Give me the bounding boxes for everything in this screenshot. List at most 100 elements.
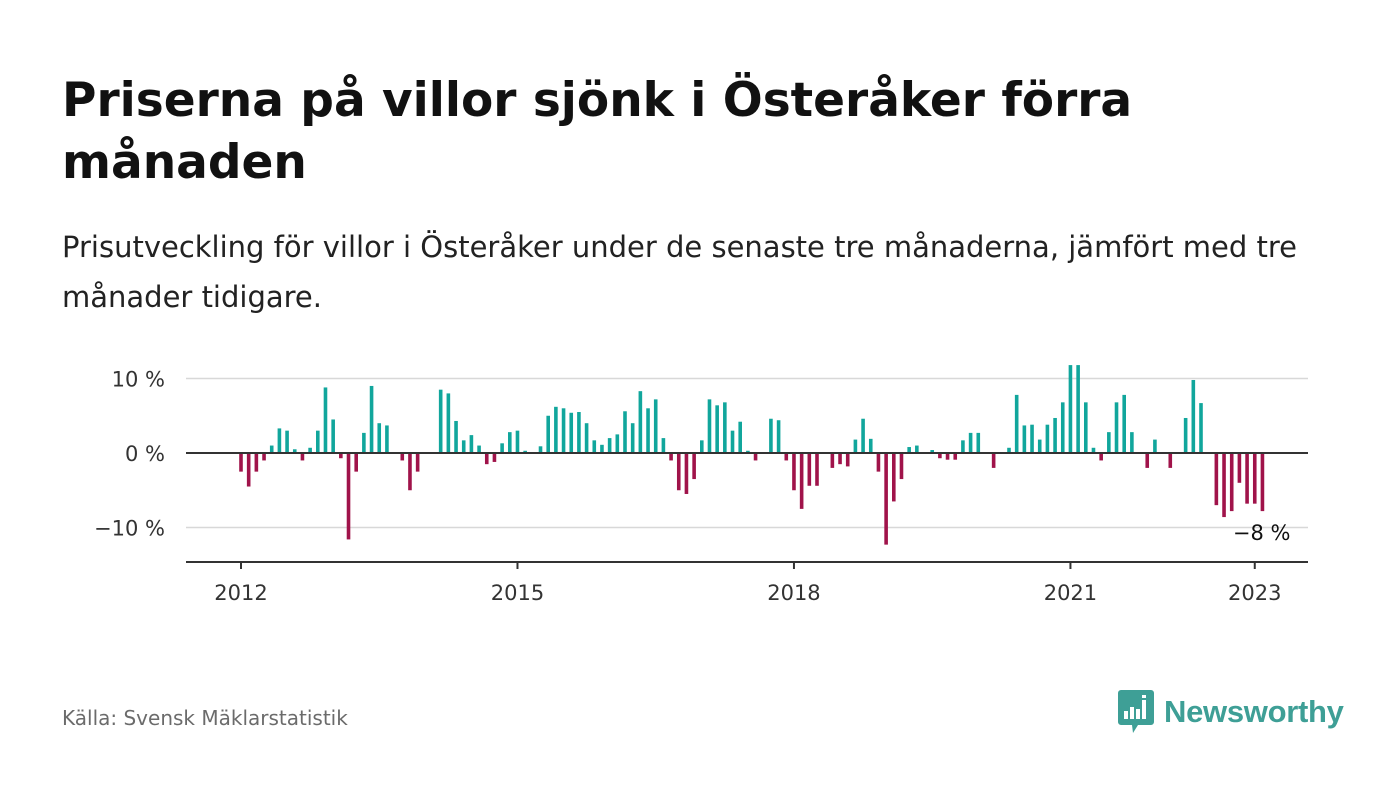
bar (1168, 453, 1173, 468)
bar (776, 420, 781, 453)
bar (385, 425, 389, 453)
bar (1122, 394, 1126, 453)
bar (400, 453, 405, 461)
bar (300, 453, 305, 461)
chart-title: Priserna på villor sjönk i Österåker för… (62, 73, 1133, 190)
bar (838, 453, 842, 465)
bar (1060, 402, 1065, 453)
last-value-label: −8 % (1233, 521, 1291, 545)
bar (1107, 432, 1111, 453)
bar-chart: 10 % 0 % −10 % 2012 2015 2018 2021 2023 −8 % (94, 365, 1308, 605)
bar (292, 449, 297, 453)
bar (354, 453, 358, 472)
bar (845, 453, 850, 467)
bar (884, 453, 888, 545)
bar (961, 440, 965, 453)
bar (1076, 365, 1080, 453)
bar (277, 428, 282, 453)
bar (331, 419, 335, 453)
bar (369, 385, 374, 453)
bar (968, 432, 973, 453)
chart-area: 10 % 0 % −10 % 2012 2015 2018 2021 2023 −8 % (0, 350, 1400, 620)
brand-name: Newsworthy (1164, 694, 1344, 729)
brand-logo[interactable]: Newsworthy (1118, 690, 1344, 734)
bar (461, 440, 466, 453)
bar (523, 450, 527, 453)
bar (515, 430, 520, 453)
bar (1183, 417, 1188, 453)
bar (1130, 432, 1134, 453)
bar (1099, 453, 1103, 461)
bar (830, 453, 835, 468)
bar (546, 415, 550, 453)
bar (646, 408, 650, 453)
bar (715, 405, 719, 453)
bar (915, 445, 919, 453)
bar (1084, 402, 1088, 453)
bar (538, 446, 543, 453)
bar (469, 435, 474, 453)
bar (623, 411, 627, 453)
bar (1030, 424, 1034, 453)
bar (1229, 453, 1234, 512)
bar (669, 453, 673, 461)
bar (607, 438, 612, 453)
bar (246, 453, 251, 487)
bar (615, 434, 620, 454)
y-tick-label: −10 % (94, 517, 165, 541)
bar (976, 432, 981, 453)
bar (415, 453, 420, 472)
y-tick-label: 0 % (125, 442, 165, 466)
bar (738, 421, 742, 453)
bar (339, 453, 343, 459)
bar (484, 453, 489, 465)
bar (508, 432, 512, 453)
bar (1252, 453, 1257, 504)
bar (638, 391, 643, 453)
bar (899, 453, 904, 480)
bar (500, 443, 504, 453)
newsworthy-logo-icon (1118, 690, 1154, 733)
bar (1237, 453, 1242, 483)
bar (285, 430, 289, 453)
bar (876, 453, 881, 472)
bar (945, 453, 950, 460)
bar (600, 444, 604, 453)
bar (723, 402, 727, 453)
bar (953, 453, 958, 460)
bars (239, 365, 1265, 545)
x-tick-label: 2012 (214, 581, 267, 605)
bar (700, 440, 704, 453)
bar (938, 453, 942, 459)
bar (239, 453, 243, 472)
bar (868, 438, 873, 453)
bar (1091, 447, 1096, 453)
bar (807, 453, 812, 486)
bar (907, 447, 911, 453)
bar (308, 447, 312, 453)
bar (746, 450, 750, 453)
bar (1222, 453, 1226, 518)
bar (569, 412, 574, 453)
bar (1191, 379, 1196, 453)
bar (561, 408, 566, 453)
bar (262, 453, 266, 461)
bar (792, 453, 796, 491)
source-note: Källa: Svensk Mäklarstatistik (62, 706, 348, 730)
bar (323, 387, 328, 453)
bar (584, 423, 589, 453)
bar (577, 412, 581, 453)
x-tick-label: 2015 (491, 581, 544, 605)
bar (1245, 453, 1249, 504)
bar (784, 453, 789, 461)
bar (1153, 439, 1157, 453)
bar (362, 432, 366, 453)
y-tick-label: 10 % (112, 368, 165, 392)
bar (684, 453, 689, 494)
bar (730, 430, 735, 453)
bar (254, 453, 259, 472)
bar (438, 389, 443, 453)
bar (661, 438, 666, 453)
bar (815, 453, 819, 486)
bar (1045, 424, 1050, 453)
